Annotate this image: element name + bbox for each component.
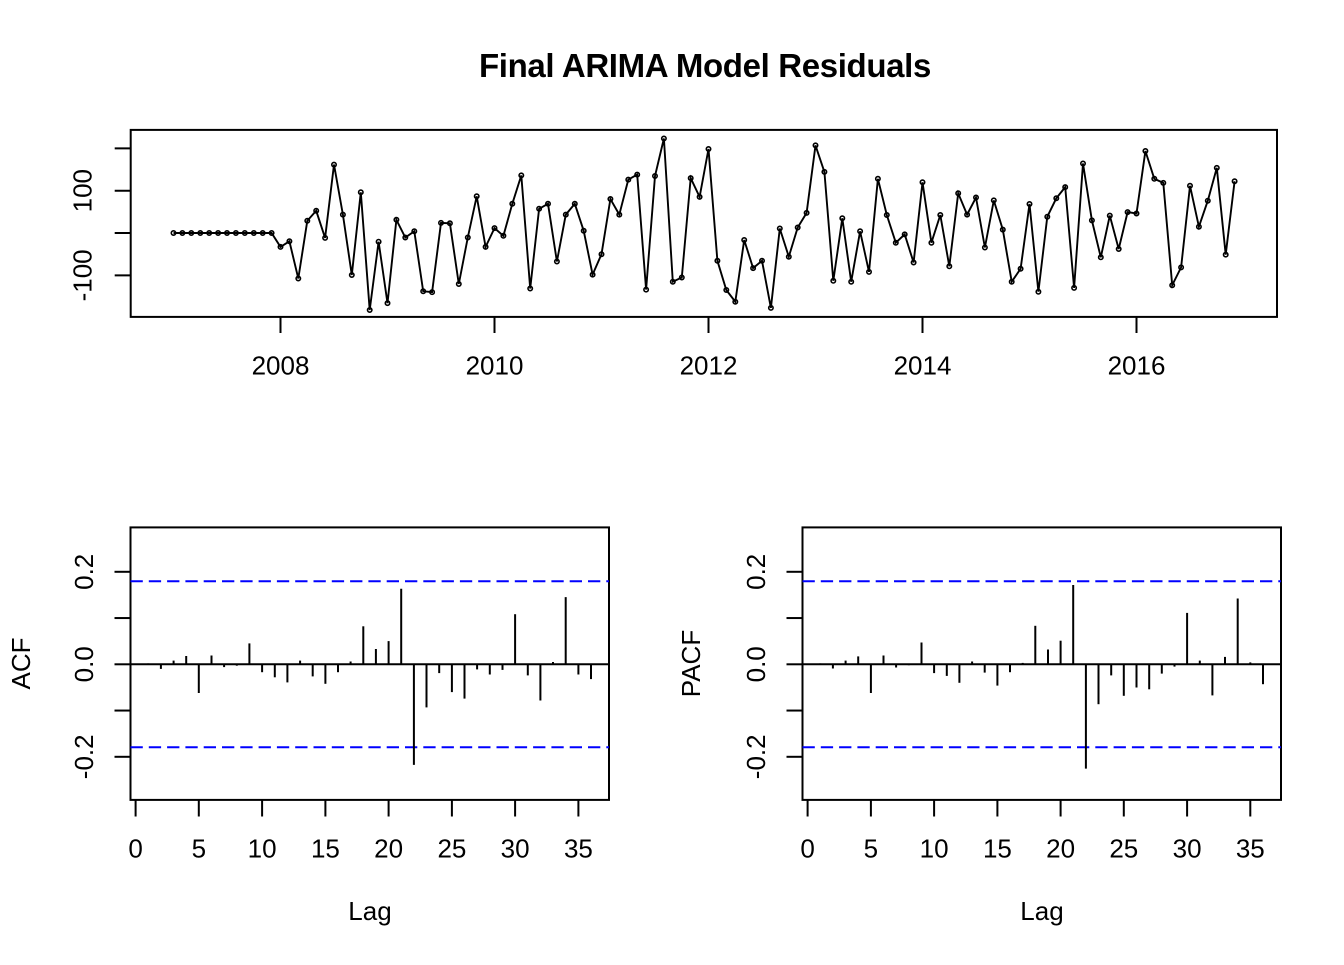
svg-text:-0.2: -0.2 — [69, 734, 99, 779]
svg-text:20: 20 — [374, 834, 403, 864]
svg-text:10: 10 — [920, 834, 949, 864]
svg-text:2008: 2008 — [252, 351, 310, 381]
svg-text:ACF: ACF — [6, 638, 36, 690]
svg-text:25: 25 — [437, 834, 466, 864]
svg-text:30: 30 — [1173, 834, 1202, 864]
svg-text:Lag: Lag — [1020, 896, 1063, 926]
svg-text:10: 10 — [248, 834, 277, 864]
svg-text:0.0: 0.0 — [741, 646, 771, 682]
svg-text:0.2: 0.2 — [741, 554, 771, 590]
svg-text:0.0: 0.0 — [69, 646, 99, 682]
svg-text:PACF: PACF — [676, 630, 706, 697]
svg-text:5: 5 — [192, 834, 206, 864]
svg-text:15: 15 — [983, 834, 1012, 864]
svg-text:15: 15 — [311, 834, 340, 864]
svg-text:2010: 2010 — [466, 351, 524, 381]
svg-text:Final ARIMA Model Residuals: Final ARIMA Model Residuals — [479, 47, 931, 84]
svg-text:2014: 2014 — [894, 351, 952, 381]
svg-text:100: 100 — [68, 169, 98, 212]
svg-text:0.2: 0.2 — [69, 554, 99, 590]
svg-text:25: 25 — [1109, 834, 1138, 864]
svg-text:5: 5 — [864, 834, 878, 864]
svg-text:30: 30 — [501, 834, 530, 864]
svg-text:-0.2: -0.2 — [741, 734, 771, 779]
svg-text:2016: 2016 — [1108, 351, 1166, 381]
svg-text:35: 35 — [1236, 834, 1265, 864]
svg-text:20: 20 — [1046, 834, 1075, 864]
svg-text:2012: 2012 — [680, 351, 738, 381]
svg-text:35: 35 — [564, 834, 593, 864]
svg-text:0: 0 — [800, 834, 814, 864]
svg-text:-100: -100 — [68, 249, 98, 301]
svg-text:0: 0 — [128, 834, 142, 864]
svg-text:Lag: Lag — [348, 896, 391, 926]
